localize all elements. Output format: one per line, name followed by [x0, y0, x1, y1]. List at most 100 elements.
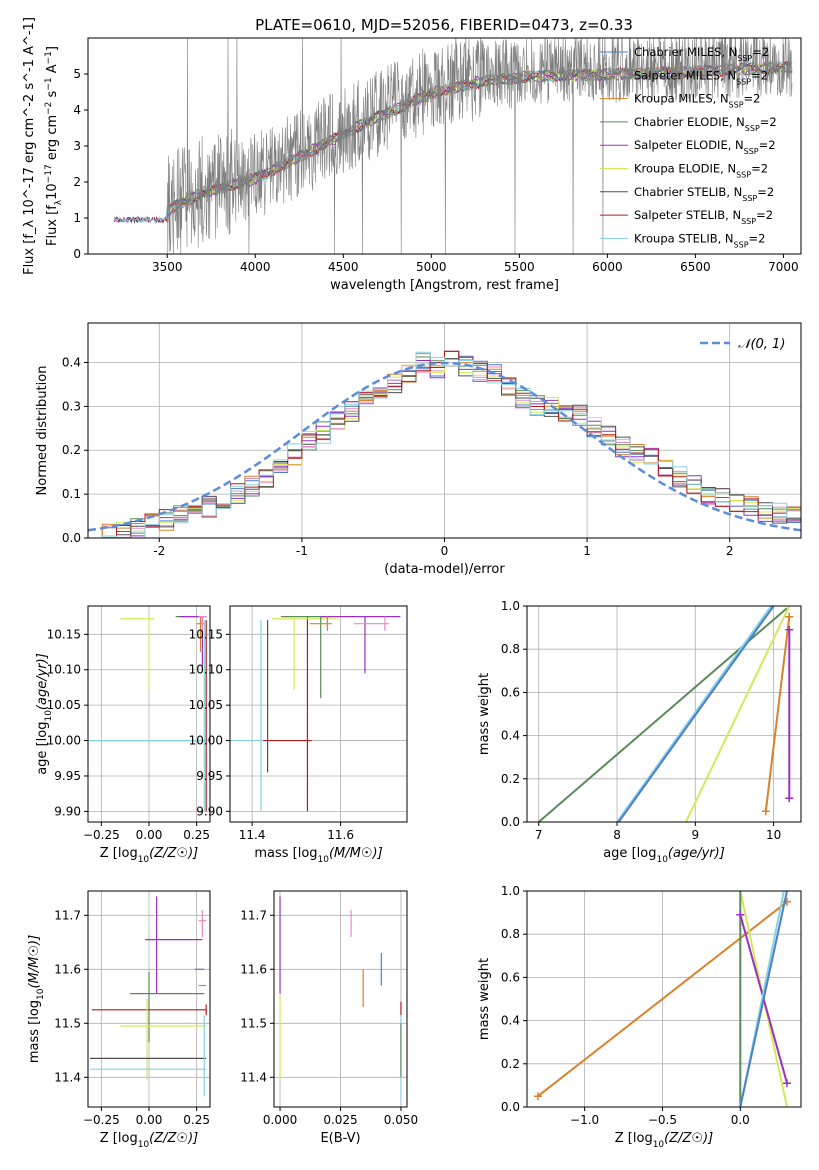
y-tick-label: 0.2 [62, 443, 81, 457]
plot-frame [526, 605, 802, 823]
observed-spectrum [166, 38, 793, 254]
x-tick-label: 0.00 [136, 828, 163, 842]
y-tick-label: 11.4 [54, 1070, 81, 1084]
y-tick-label: 0.0 [501, 815, 520, 829]
residual-histogram [88, 351, 801, 538]
plot-frame [229, 605, 408, 823]
y-tick-label: 0.4 [501, 1014, 520, 1028]
plus-marker [785, 612, 794, 621]
mass-weight-line [684, 606, 791, 822]
x-tick-label: 0.050 [384, 1113, 418, 1127]
x-tick-label: 6500 [680, 260, 711, 274]
y-tick-label: 0.8 [501, 927, 520, 941]
y-tick-label: 2 [73, 175, 81, 189]
x-tick-label: 2 [726, 544, 734, 558]
y-tick-label: 11.6 [54, 962, 81, 976]
x-axis-label: mass [log10(M/M☉)] [254, 846, 382, 865]
y-tick-label: 10.00 [189, 734, 223, 748]
legend-entry: Kroupa STELIB, NSSP=2 [634, 231, 765, 249]
plot-frame [87, 322, 802, 539]
normal-curve [88, 361, 801, 532]
plus-marker [761, 807, 770, 816]
y-tick-label: 0.0 [62, 531, 81, 545]
x-tick-label: 0.00 [136, 1113, 163, 1127]
y-axis-label: age [log10(age/yr)] [35, 653, 54, 775]
y-tick-label: 10.00 [47, 734, 81, 748]
y-axis-label: Normed distribution [35, 366, 50, 496]
y-tick-label: 10.15 [47, 627, 81, 641]
y-tick-label: 0.1 [62, 487, 81, 501]
age-vs-metallicity-panel: −0.25 0.00 0.25 9.90 9.95 10.00 10.05 10.10 10.1… [35, 605, 211, 865]
y-tick-label: 9.95 [196, 769, 223, 783]
x-tick-label: -1 [296, 544, 308, 558]
x-tick-label: 11.6 [327, 828, 354, 842]
y-tick-label: 0.4 [62, 355, 81, 369]
x-axis-label: wavelength [Angstrom, rest frame] [330, 278, 559, 293]
y-tick-label: 11.4 [240, 1070, 267, 1084]
x-axis-label: Z [log10(Z/Z☉)] [615, 1131, 713, 1150]
legend-entry: Chabrier STELIB, NSSP=2 [634, 185, 774, 203]
y-tick-label: 9.90 [54, 804, 81, 818]
y-tick-label: 10.05 [47, 698, 81, 712]
residual-histogram-panel: -2 -1 0 1 2 0.0 0.1 0.2 0.3 0.4 (data-model)/error… [35, 322, 802, 577]
mass-weight-vs-metallicity-panel: −1.0 −0.5 0.0 0.0 0.2 0.4 0.6 0.8 1.0 Z [log10(Z/… [477, 884, 802, 1150]
x-tick-label: -2 [153, 544, 165, 558]
x-tick-label: −0.25 [83, 828, 120, 842]
mass-vs-extinction-panel: 0.000 0.025 0.050 11.4 11.5 11.6 11.7 E(B-V) [240, 890, 418, 1146]
y-tick-label: 9.90 [196, 804, 223, 818]
y-tick-label: 10.10 [189, 663, 223, 677]
mass-weight-line [739, 891, 788, 1107]
y-tick-label: 0.2 [501, 772, 520, 786]
y-tick-label: 0.6 [501, 685, 520, 699]
y-tick-label: 10.05 [189, 698, 223, 712]
age-vs-mass-panel: 11.4 11.6 9.90 9.95 10.00 10.05 10.10 10.15 mass… [189, 605, 408, 865]
y-axis-label: Flux [fλ10−17 erg cm−2 s−1 A−1] [44, 46, 64, 246]
legend-entry: Salpeter ELODIE, NSSP=2 [634, 138, 776, 156]
x-axis-label: (data-model)/error [384, 562, 505, 577]
y-tick-label: 0.8 [501, 642, 520, 656]
plus-marker [533, 1092, 542, 1101]
y-tick-label: 10.15 [189, 627, 223, 641]
y-tick-label: 1.0 [501, 884, 520, 898]
y-tick-label: 3 [73, 139, 81, 153]
chart-title: PLATE=0610, MJD=52056, FIBERID=0473, z=0… [255, 16, 633, 34]
y-axis-label: mass weight [477, 958, 492, 1040]
y-tick-label: 1.0 [501, 599, 520, 613]
y-tick-label: 4 [73, 103, 81, 117]
x-tick-label: 0.0 [731, 1113, 750, 1127]
mass-weight-line [616, 606, 773, 822]
plot-frame [87, 605, 211, 823]
spectrum-panel: 3500 4000 4500 5000 5500 6000 6500 7000 0 1 2 3 4 5 wa… [22, 17, 802, 293]
x-tick-label: 5000 [416, 260, 447, 274]
x-tick-label: 1 [583, 544, 591, 558]
x-tick-label: 4000 [240, 260, 271, 274]
x-tick-label: −1.0 [570, 1113, 599, 1127]
x-tick-label: 3500 [152, 260, 183, 274]
y-tick-label: 0.0 [501, 1100, 520, 1114]
y-tick-label: 0 [73, 247, 81, 261]
mass-weight-line [764, 616, 791, 812]
legend-entry: Chabrier MILES, NSSP=2 [634, 45, 769, 63]
legend-entry: 𝒩(0, 1) [738, 337, 785, 352]
x-tick-label: 6000 [592, 260, 623, 274]
y-tick-label: 0.4 [501, 729, 520, 743]
x-tick-label: 9 [691, 828, 699, 842]
plus-marker [736, 910, 745, 919]
y-tick-label: 0.6 [501, 970, 520, 984]
mass-weight-vs-age-panel: 7 8 9 10 0.0 0.2 0.4 0.6 0.8 1.0 age [log10(age/yr… [477, 599, 802, 865]
y-tick-label: 10.10 [47, 663, 81, 677]
legend-entry: Salpeter MILES, NSSP=2 [634, 68, 768, 86]
mass-weight-line [617, 606, 775, 822]
plot-frame [87, 37, 802, 255]
x-tick-label: 0 [441, 544, 449, 558]
plus-marker [785, 625, 794, 634]
plot-frame [87, 890, 211, 1108]
legend-entry: Chabrier ELODIE, NSSP=2 [634, 115, 777, 132]
x-tick-label: 11.4 [239, 828, 266, 842]
plot-frame [273, 890, 408, 1108]
x-tick-label: −0.25 [83, 1113, 120, 1127]
y-tick-label: 9.95 [54, 769, 81, 783]
y-tick-label: 0.2 [501, 1057, 520, 1071]
y-axis-label: mass [log10(M/M☉)] [27, 935, 46, 1063]
